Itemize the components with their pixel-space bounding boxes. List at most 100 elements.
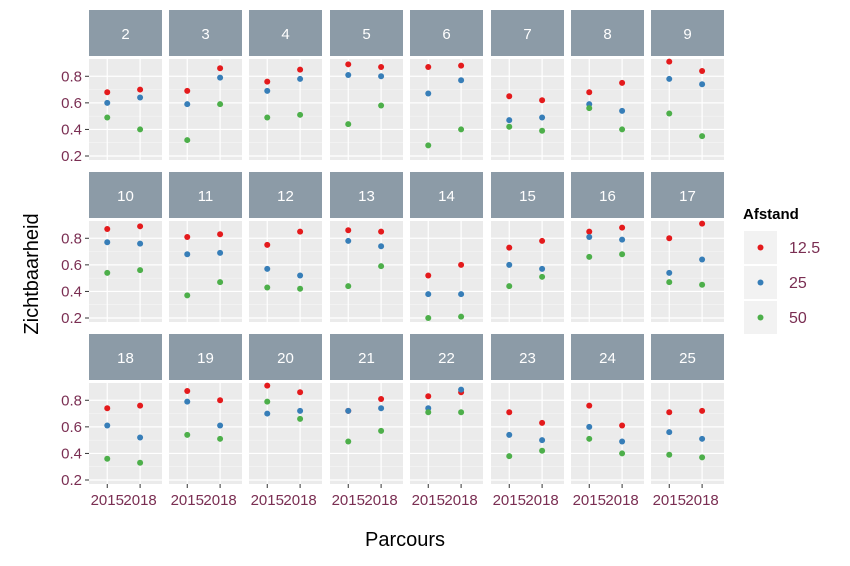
panel-background [571, 59, 644, 160]
x-axis-col-6: 2015 2018 [493, 484, 559, 509]
legend-label: 50 [789, 310, 807, 327]
panel-background [249, 221, 322, 322]
panel-background [89, 221, 162, 322]
panel-background [330, 221, 403, 322]
point-12-5-2018 [699, 220, 706, 227]
facet-strip-label: 15 [519, 188, 536, 205]
facet-strip-label: 4 [281, 26, 289, 43]
point-25-2015 [104, 239, 111, 246]
x-tick-label: 2015 [332, 492, 365, 509]
point-50-2015 [264, 284, 271, 291]
facet-strip-label: 6 [442, 26, 450, 43]
point-12-5-2015 [425, 272, 432, 279]
facet-strip [169, 334, 242, 380]
point-25-2015 [184, 251, 191, 258]
point-12-5-2015 [666, 235, 673, 242]
facet-strip [651, 172, 724, 218]
point-50-2015 [264, 114, 271, 121]
facet-strip [249, 10, 322, 56]
point-50-2015 [586, 105, 593, 112]
facet-panel-17: 17 [651, 172, 724, 322]
facet-strip-label: 9 [683, 26, 691, 43]
x-tick-label: 2018 [525, 492, 558, 509]
facet-strip-label: 19 [197, 350, 214, 367]
facet-panel-11: 11 [169, 172, 242, 322]
point-25-2018 [217, 74, 224, 81]
point-25-2015 [345, 71, 352, 78]
x-tick-label: 2018 [283, 492, 316, 509]
facet-panel-7: 7 [491, 10, 564, 160]
point-12-5-2015 [345, 61, 352, 68]
facet-strip-label: 20 [277, 350, 294, 367]
panel-background [651, 59, 724, 160]
point-25-2015 [506, 431, 513, 438]
facet-strip-label: 2 [121, 26, 129, 43]
facet-strip [89, 172, 162, 218]
point-25-2015 [666, 75, 673, 82]
point-25-2018 [458, 77, 465, 84]
facet-strip [89, 10, 162, 56]
facet-strip-label: 16 [599, 188, 616, 205]
facet-panel-10: 10 [89, 172, 162, 322]
point-25-2018 [619, 438, 626, 445]
point-50-2018 [297, 111, 304, 118]
y-axis-row-1: 0.2 0.4 0.6 0.8 [61, 68, 89, 165]
point-12-5-2015 [264, 78, 271, 85]
point-25-2018 [619, 236, 626, 243]
point-12-5-2015 [666, 58, 673, 65]
point-25-2018 [699, 81, 706, 88]
panel-background [169, 59, 242, 160]
point-12-5-2018 [297, 389, 304, 396]
point-50-2018 [217, 101, 224, 108]
facet-panel-25: 25 [651, 334, 724, 484]
point-12-5-2015 [104, 405, 111, 412]
x-axis-col-2: 2015 2018 [171, 484, 237, 509]
point-50-2018 [458, 313, 465, 320]
point-25-2015 [184, 398, 191, 405]
y-tick-label: 0.4 [61, 121, 82, 138]
legend-key-point [757, 279, 764, 286]
facet-panel-20: 20 [249, 334, 322, 484]
legend-entry-3: 50 [744, 301, 807, 334]
point-50-2015 [586, 253, 593, 260]
point-25-2015 [425, 90, 432, 97]
facet-panel-15: 15 [491, 172, 564, 322]
facet-strip [651, 10, 724, 56]
point-12-5-2018 [458, 62, 465, 69]
facet-strip [330, 172, 403, 218]
facet-strip [169, 172, 242, 218]
point-50-2015 [184, 292, 191, 299]
facet-strip-label: 23 [519, 350, 536, 367]
point-12-5-2018 [217, 397, 224, 404]
facet-strip [330, 10, 403, 56]
point-12-5-2018 [378, 395, 385, 402]
panel-background [330, 59, 403, 160]
point-12-5-2018 [217, 65, 224, 72]
facet-panel-16: 16 [571, 172, 644, 322]
legend-entry-2: 25 [744, 266, 807, 299]
point-12-5-2018 [699, 67, 706, 74]
y-tick-label: 0.8 [61, 68, 82, 85]
facet-panel-6: 6 [410, 10, 483, 160]
x-tick-label: 2018 [123, 492, 156, 509]
point-25-2015 [586, 423, 593, 430]
facet-strip [410, 172, 483, 218]
facet-strip [491, 334, 564, 380]
y-axes: 0.2 0.4 0.6 0.8 0.2 0.4 0.6 0.8 0.2 0.4 0.6 0.8 [61, 68, 89, 489]
y-tick-label: 0.2 [61, 310, 82, 327]
facet-panel-8: 8 [571, 10, 644, 160]
point-25-2015 [264, 265, 271, 272]
point-25-2018 [137, 434, 144, 441]
point-12-5-2018 [539, 97, 546, 104]
x-axis-col-3: 2015 2018 [251, 484, 317, 509]
point-50-2015 [104, 455, 111, 462]
point-25-2018 [137, 94, 144, 101]
facet-strip-label: 22 [438, 350, 455, 367]
facet-panel-2: 2 [89, 10, 162, 160]
panel-background [249, 383, 322, 484]
y-tick-label: 0.4 [61, 283, 82, 300]
legend-label: 12.5 [789, 240, 820, 257]
y-tick-label: 0.4 [61, 445, 82, 462]
point-12-5-2018 [619, 422, 626, 429]
